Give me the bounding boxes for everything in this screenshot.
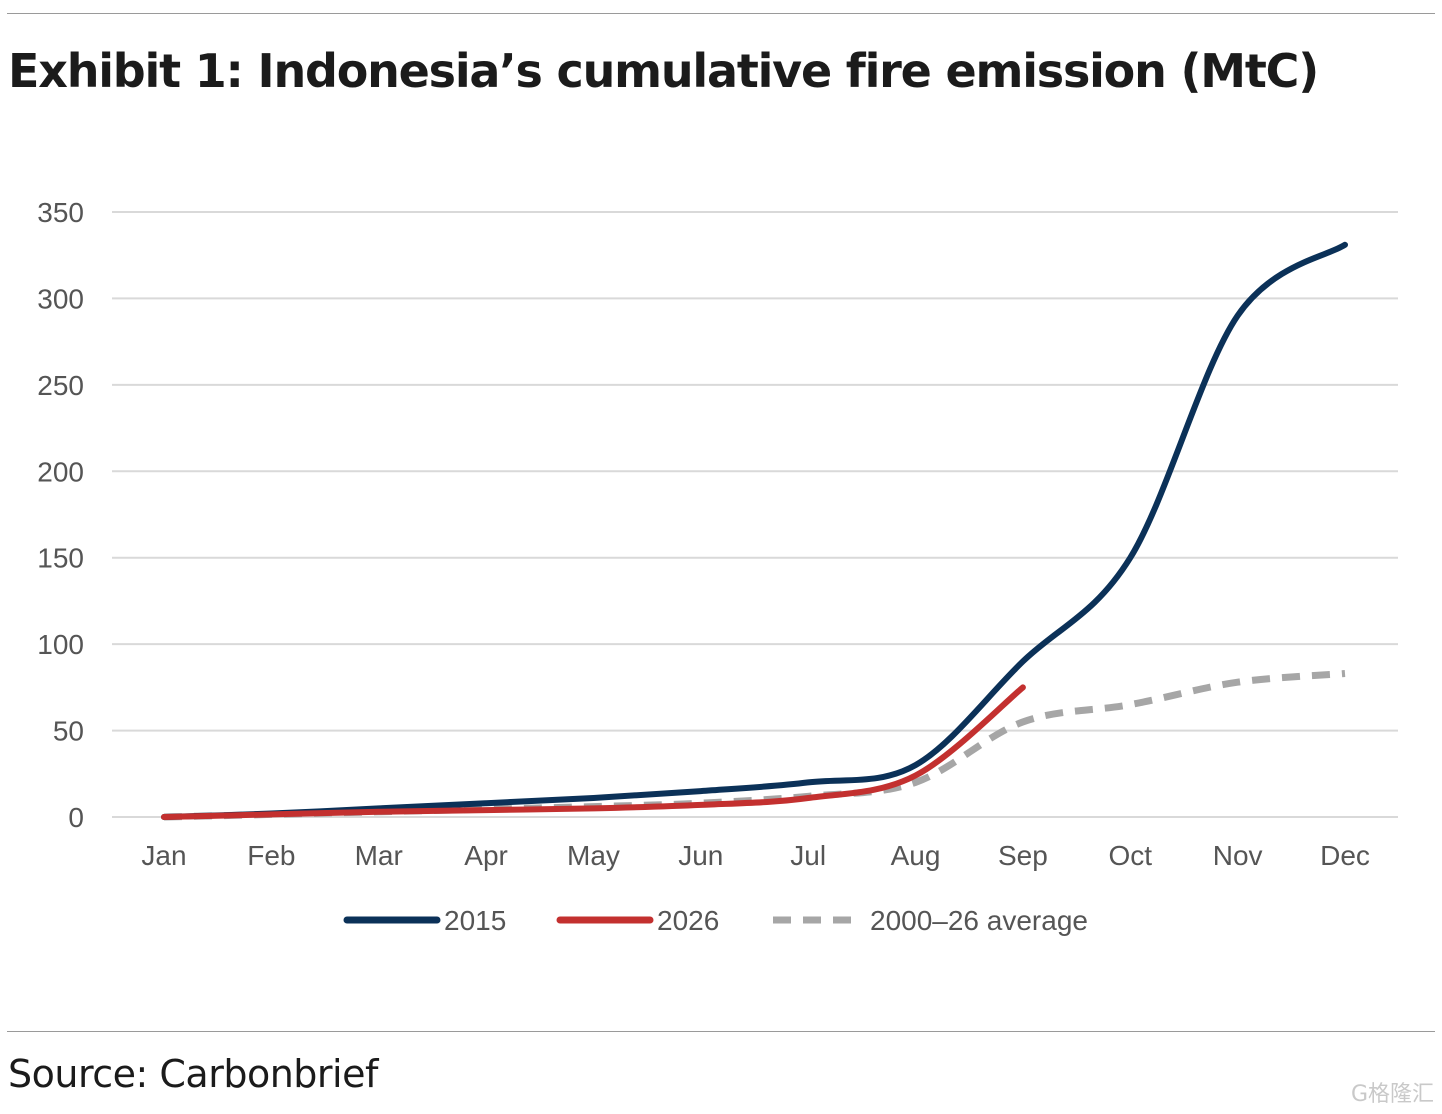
y-tick-label: 200 <box>37 456 84 487</box>
series-lines <box>161 241 1348 821</box>
series-2026-line <box>161 684 1026 820</box>
chart-title: Exhibit 1: Indonesia’s cumulative fire e… <box>8 44 1319 98</box>
x-tick-label: Jul <box>790 840 826 871</box>
x-tick-label: Dec <box>1320 840 1370 871</box>
legend-label: 2015 <box>444 905 506 936</box>
y-tick-label: 300 <box>37 283 84 314</box>
y-tick-label: 0 <box>68 802 84 833</box>
bottom-divider <box>7 1031 1435 1032</box>
gridlines <box>112 211 1398 818</box>
x-tick-label: May <box>567 840 620 871</box>
x-tick-label: Sep <box>998 840 1048 871</box>
top-divider <box>7 13 1435 14</box>
x-tick-label: Jun <box>678 840 723 871</box>
source-note: Source: Carbonbrief <box>8 1052 378 1096</box>
y-tick-label: 50 <box>53 716 84 747</box>
x-tick-label: Nov <box>1213 840 1263 871</box>
legend: 2015 2026 2000–26 average <box>343 905 1088 936</box>
legend-label: 2000–26 average <box>870 905 1088 936</box>
y-tick-label: 350 <box>37 197 84 228</box>
x-tick-label: Oct <box>1108 840 1152 871</box>
x-tick-label: Apr <box>464 840 508 871</box>
x-tick-label: Feb <box>247 840 295 871</box>
line-chart: 0 50 100 150 200 250 300 350 Jan Feb Mar Apr May Jun… <box>37 197 1398 936</box>
y-tick-label: 100 <box>37 629 84 660</box>
y-axis-tick-labels: 0 50 100 150 200 250 300 350 <box>37 197 84 833</box>
watermark-logo: G格隆汇 <box>1350 1082 1434 1107</box>
x-axis-tick-labels: Jan Feb Mar Apr May Jun Jul Aug Sep Oct Nov Dec <box>141 840 1369 871</box>
series-2015-line <box>161 241 1348 820</box>
x-tick-label: Jan <box>141 840 186 871</box>
y-tick-label: 250 <box>37 370 84 401</box>
x-tick-label: Mar <box>355 840 403 871</box>
y-tick-label: 150 <box>37 543 84 574</box>
legend-label: 2026 <box>657 905 719 936</box>
series-average-line <box>163 670 1346 821</box>
x-tick-label: Aug <box>891 840 941 871</box>
